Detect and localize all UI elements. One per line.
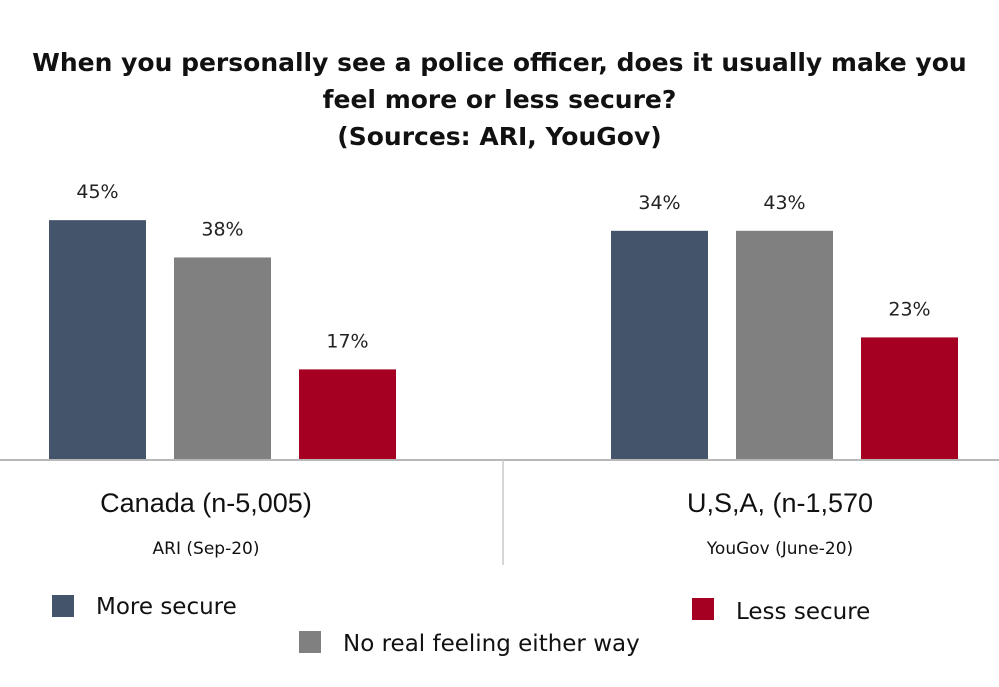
data-label-2-1: 34% [638, 192, 680, 214]
bar-2-3 [861, 337, 958, 460]
title-line-3: (Sources: ARI, YouGov) [337, 122, 662, 151]
bar-1-3 [299, 369, 396, 460]
data-label-1-2: 38% [201, 218, 243, 240]
value-labels-layer: 45% 38% 17% 34% 43% 23% [76, 181, 930, 352]
bar-2-2 [736, 230, 833, 460]
chart-title: When you personally see a police officer… [0, 44, 999, 155]
category-sublabel-1: ARI (Sep-20) [153, 539, 260, 559]
group-labels-layer: Canada (n-5,005) ARI (Sep-20) U,S,A, (n-1,… [100, 488, 873, 559]
bar-1-1 [49, 220, 146, 460]
data-label-2-3: 23% [888, 298, 930, 320]
data-label-1-1: 45% [76, 181, 118, 203]
legend-swatch-2 [299, 631, 321, 653]
data-label-2-2: 43% [763, 192, 805, 214]
legend-label-2: No real feeling either way [343, 631, 640, 657]
category-label-2: U,S,A, (n-1,570 [687, 488, 873, 518]
bar-1-2 [174, 257, 271, 460]
bars-layer [49, 220, 958, 460]
legend-label-3: Less secure [736, 599, 870, 625]
legend-swatch-3 [692, 598, 714, 620]
category-label-1: Canada (n-5,005) [100, 488, 312, 518]
legend-label-1: More secure [96, 594, 237, 620]
category-sublabel-2: YouGov (June-20) [706, 539, 853, 559]
bar-2-1 [611, 230, 708, 460]
title-line-1: When you personally see a police officer… [32, 48, 967, 77]
title-line-2: feel more or less secure? [322, 85, 677, 114]
data-label-1-3: 17% [326, 330, 368, 352]
legend: More secure No real feeling either way Les… [52, 594, 870, 657]
legend-swatch-1 [52, 595, 74, 617]
